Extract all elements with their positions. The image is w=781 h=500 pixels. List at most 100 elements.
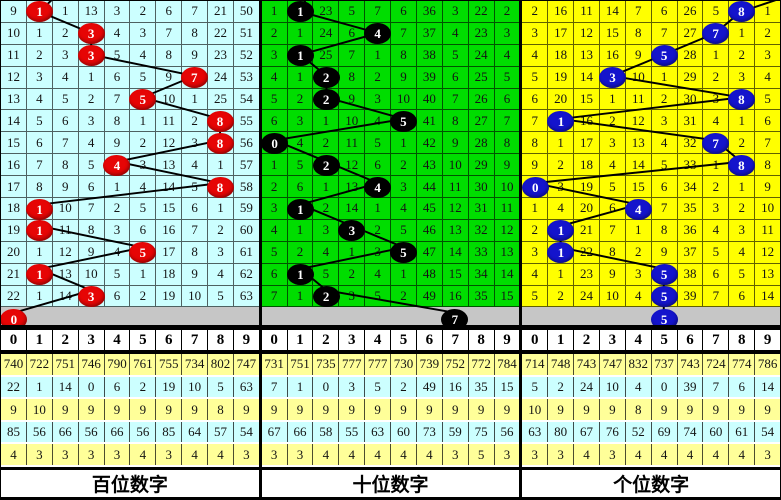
miss-count-cell: 38: [416, 44, 443, 67]
drawn-number-ball: 4: [364, 176, 392, 198]
stat-cell: 67: [262, 421, 288, 443]
miss-count-cell: 47: [416, 241, 443, 264]
drawn-number-ball: 0: [522, 176, 549, 198]
drawn-number-ball: 2: [312, 89, 340, 111]
miss-count-cell: 2: [365, 66, 392, 89]
trend-row: 5 19 14 10 1 29 2 3 4: [522, 66, 781, 89]
stat-cell: 9: [443, 399, 469, 420]
miss-count-cell: 24: [468, 44, 495, 67]
miss-count-cell: 3: [78, 110, 105, 133]
stat-cell: 4: [313, 444, 340, 465]
miss-count-cell: 20: [574, 198, 600, 220]
miss-count-cell: 4: [104, 22, 131, 45]
miss-count-cell: 5: [365, 285, 392, 308]
miss-count-cell: 1: [313, 110, 340, 133]
stat-cell: 14: [53, 376, 79, 398]
stat-cell: 9: [262, 399, 288, 420]
stat-cell: 7: [262, 376, 288, 398]
miss-count-cell: 38: [677, 263, 704, 286]
stat-cell: 761: [130, 354, 157, 375]
stat-cell: 9: [243, 401, 250, 417]
miss-count-cell: 17: [1, 176, 27, 199]
digit-header-cell: 3: [79, 330, 105, 351]
miss-count-cell: 3: [339, 285, 366, 308]
miss-count-cell: 11: [1, 44, 27, 67]
miss-count-cell: 1: [391, 132, 417, 155]
miss-count-cell: 63: [233, 286, 259, 308]
trend-row: 8 1 17 3 13 4 32 2 7: [522, 132, 781, 155]
miss-count-cell: 10: [182, 285, 208, 308]
miss-count-cell: 34: [677, 176, 704, 199]
stat-cell: 3: [339, 376, 366, 398]
digit-header-cell: 6: [156, 330, 183, 351]
trend-row: 4 2 11 5 1 42 9 28 8: [261, 132, 520, 155]
miss-count-cell: 1: [287, 66, 314, 89]
miss-count-cell: 21: [208, 1, 234, 23]
miss-count-cell: 9: [522, 154, 549, 177]
miss-count-cell: 12: [1, 66, 27, 89]
miss-count-cell: 4: [522, 44, 549, 67]
miss-count-cell: 4: [729, 241, 756, 264]
miss-count-cell: 12: [52, 241, 79, 264]
miss-count-cell: 7: [651, 22, 678, 45]
miss-count-cell: 2: [208, 219, 234, 242]
miss-count-cell: 4: [130, 44, 157, 67]
miss-count-cell: 2: [182, 110, 208, 133]
digit-header-cell: 7: [182, 330, 208, 351]
miss-count-cell: 5: [287, 154, 314, 177]
stat-cell: 730: [391, 354, 417, 375]
miss-count-cell: 34: [468, 263, 495, 286]
stat-cell: 35: [469, 376, 495, 398]
stat-cell: 9: [156, 399, 183, 420]
miss-count-cell: 8: [182, 22, 208, 45]
miss-count-cell: 8: [52, 154, 79, 177]
miss-count-cell: 2: [391, 154, 417, 177]
miss-count-cell: 2: [261, 22, 288, 45]
miss-count-cell: 56: [233, 132, 259, 155]
miss-count-cell: 16: [548, 1, 575, 23]
miss-count-cell: 12: [156, 132, 183, 155]
miss-count-cell: 9: [651, 241, 678, 264]
miss-count-cell: 1: [26, 22, 53, 45]
miss-count-cell: 7: [522, 110, 549, 133]
miss-count-cell: 5: [26, 110, 53, 133]
stat-cell: 10: [27, 399, 53, 420]
miss-count-cell: 14: [442, 241, 469, 264]
trend-grid-tens: 1 23 5 7 6 36 3 22 2 2 1 24 6 7 37 4 23 3 3 25 7 1 8 38 5 24 4 4 1 8 2…: [261, 1, 520, 325]
miss-count-cell: 9: [391, 66, 417, 89]
drawn-number-ball: 5: [650, 45, 678, 67]
stat-cell: 9: [79, 399, 105, 420]
miss-count-cell: 2: [703, 66, 730, 89]
miss-count-cell: 3: [522, 22, 549, 45]
miss-count-cell: 27: [468, 110, 495, 133]
miss-count-cell: 7: [651, 198, 678, 220]
digit-header-cell: 1: [27, 330, 53, 351]
stats-block: 740 722 751 746 790 761 755 734 802 747 22 1 14 0 6 2 19…: [1, 354, 259, 467]
miss-count-cell: 51: [233, 23, 259, 45]
miss-count-cell: 2: [494, 1, 520, 23]
miss-count-cell: 25: [313, 44, 340, 67]
stat-cell: 9: [130, 399, 157, 420]
miss-count-cell: 15: [156, 198, 183, 220]
stat-cell: 9: [53, 399, 79, 420]
trend-grid-hundreds: 9 1 13 3 2 6 7 21 50 10 1 2 4 3 7 8 22 51 11 2 3 5 4 8 9 23 52 12 3 4…: [1, 1, 259, 325]
drawn-number-ball: 7: [180, 67, 208, 89]
miss-count-cell: 15: [625, 176, 652, 199]
miss-count-cell: 12: [494, 220, 520, 242]
miss-count-cell: 3: [130, 22, 157, 45]
miss-count-cell: 33: [677, 154, 704, 177]
miss-count-cell: 14: [625, 154, 652, 177]
miss-count-cell: 8: [599, 241, 626, 264]
miss-count-cell: 22: [1, 285, 27, 308]
stat-cell: 9: [652, 399, 678, 420]
miss-count-cell: 6: [26, 132, 53, 155]
miss-count-cell: 6: [339, 22, 366, 45]
stat-cell: 786: [757, 356, 778, 372]
miss-count-cell: 1: [625, 219, 652, 242]
miss-count-cell: 5: [339, 1, 366, 23]
drawn-number-ball: 2: [312, 67, 340, 89]
stat-cell: 73: [417, 421, 443, 443]
miss-count-cell: 2: [313, 198, 340, 220]
miss-count-cell: 10: [1, 22, 27, 45]
